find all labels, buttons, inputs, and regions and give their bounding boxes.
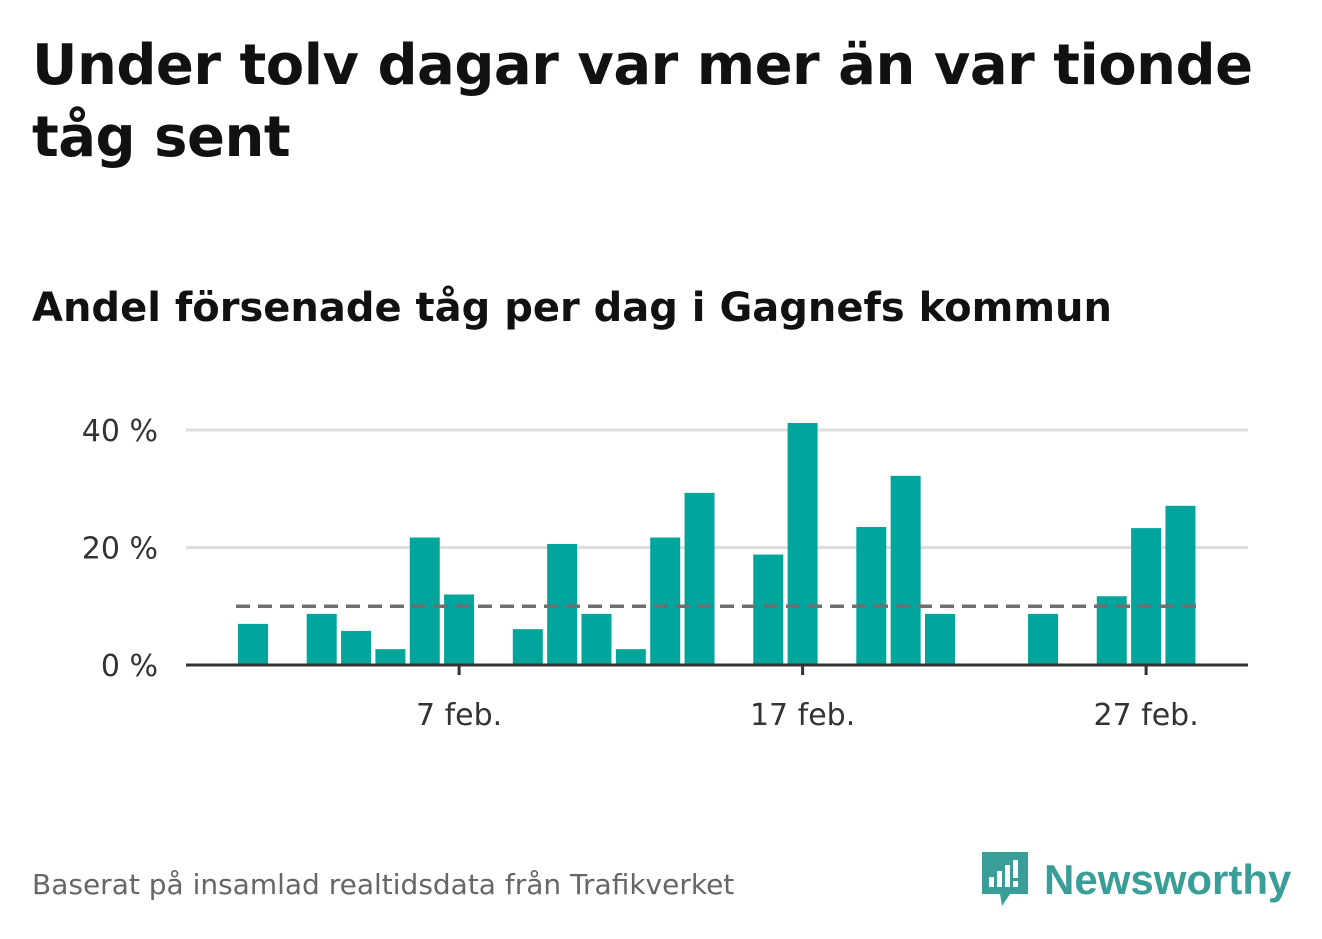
chart-title: Under tolv dagar var mer än var tionde t…: [32, 33, 1253, 170]
bar: [1165, 505, 1196, 665]
newsworthy-logo: Newsworthy: [980, 850, 1300, 910]
bar: [409, 537, 440, 665]
bar: [753, 554, 784, 665]
bar: [375, 649, 406, 665]
y-tick-label: 0 %: [101, 649, 158, 684]
bar: [1028, 613, 1059, 665]
chart-subtitle: Andel försenade tåg per dag i Gagnefs ko…: [32, 285, 1112, 331]
bar: [684, 492, 715, 665]
bars: [238, 422, 1196, 665]
x-axis: [186, 663, 1248, 675]
newsworthy-chart-icon: [982, 852, 1028, 906]
bar: [306, 613, 337, 665]
source-note: Baserat på insamlad realtidsdata från Tr…: [32, 868, 735, 901]
bar: [925, 613, 955, 665]
bar: [512, 629, 543, 665]
y-tick-label: 20 %: [82, 532, 158, 567]
x-tick-label: 7 feb.: [416, 698, 502, 733]
x-tick-label: 27 feb.: [1093, 698, 1198, 733]
bar: [650, 537, 681, 665]
bar: [547, 543, 578, 665]
bar: [890, 475, 921, 665]
logo-text: Newsworthy: [1044, 856, 1292, 903]
y-tick-label: 40 %: [82, 414, 158, 449]
bar: [581, 613, 612, 665]
bar: [238, 623, 268, 665]
bar: [856, 526, 887, 665]
bar: [787, 422, 818, 665]
x-tick-label: 17 feb.: [750, 698, 855, 733]
bar: [615, 649, 646, 665]
y-axis-labels: 0 % 20 % 40 %: [82, 414, 158, 684]
bar-chart: 0 % 20 % 40 % 7 feb. 17 feb. 27 feb.: [82, 414, 1248, 733]
grid-lines: [186, 428, 1248, 549]
bar: [341, 630, 372, 665]
bar: [1131, 528, 1162, 665]
x-axis-labels: 7 feb. 17 feb. 27 feb.: [416, 698, 1199, 733]
